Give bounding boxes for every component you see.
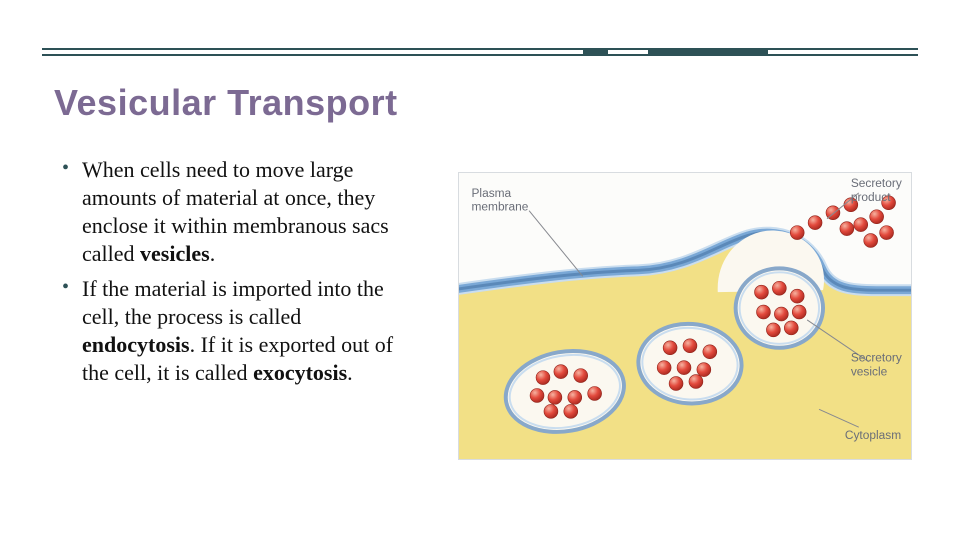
diagram-svg: PlasmamembraneSecretoryproductSecretoryv… xyxy=(459,173,911,459)
exocytosis-diagram: PlasmamembraneSecretoryproductSecretoryv… xyxy=(458,172,912,460)
decorative-rule xyxy=(42,48,918,58)
slide-title: Vesicular Transport xyxy=(54,82,398,124)
bullet-1-bold: vesicles xyxy=(140,241,210,266)
bullet-2-pre: If the material is imported into the cel… xyxy=(82,276,384,329)
bullet-2-post: . xyxy=(347,360,353,385)
bullet-1: When cells need to move large amounts of… xyxy=(58,156,418,269)
svg-text:Cytoplasm: Cytoplasm xyxy=(845,428,901,442)
bullet-1-pre: When cells need to move large amounts of… xyxy=(82,157,389,266)
bullet-2: If the material is imported into the cel… xyxy=(58,275,418,388)
bullet-2-bold: endocytosis xyxy=(82,332,190,357)
slide: Vesicular Transport When cells need to m… xyxy=(0,0,960,540)
bullet-2-bold2: exocytosis xyxy=(253,360,347,385)
bullet-1-post: . xyxy=(210,241,216,266)
body-text: When cells need to move large amounts of… xyxy=(58,156,418,393)
